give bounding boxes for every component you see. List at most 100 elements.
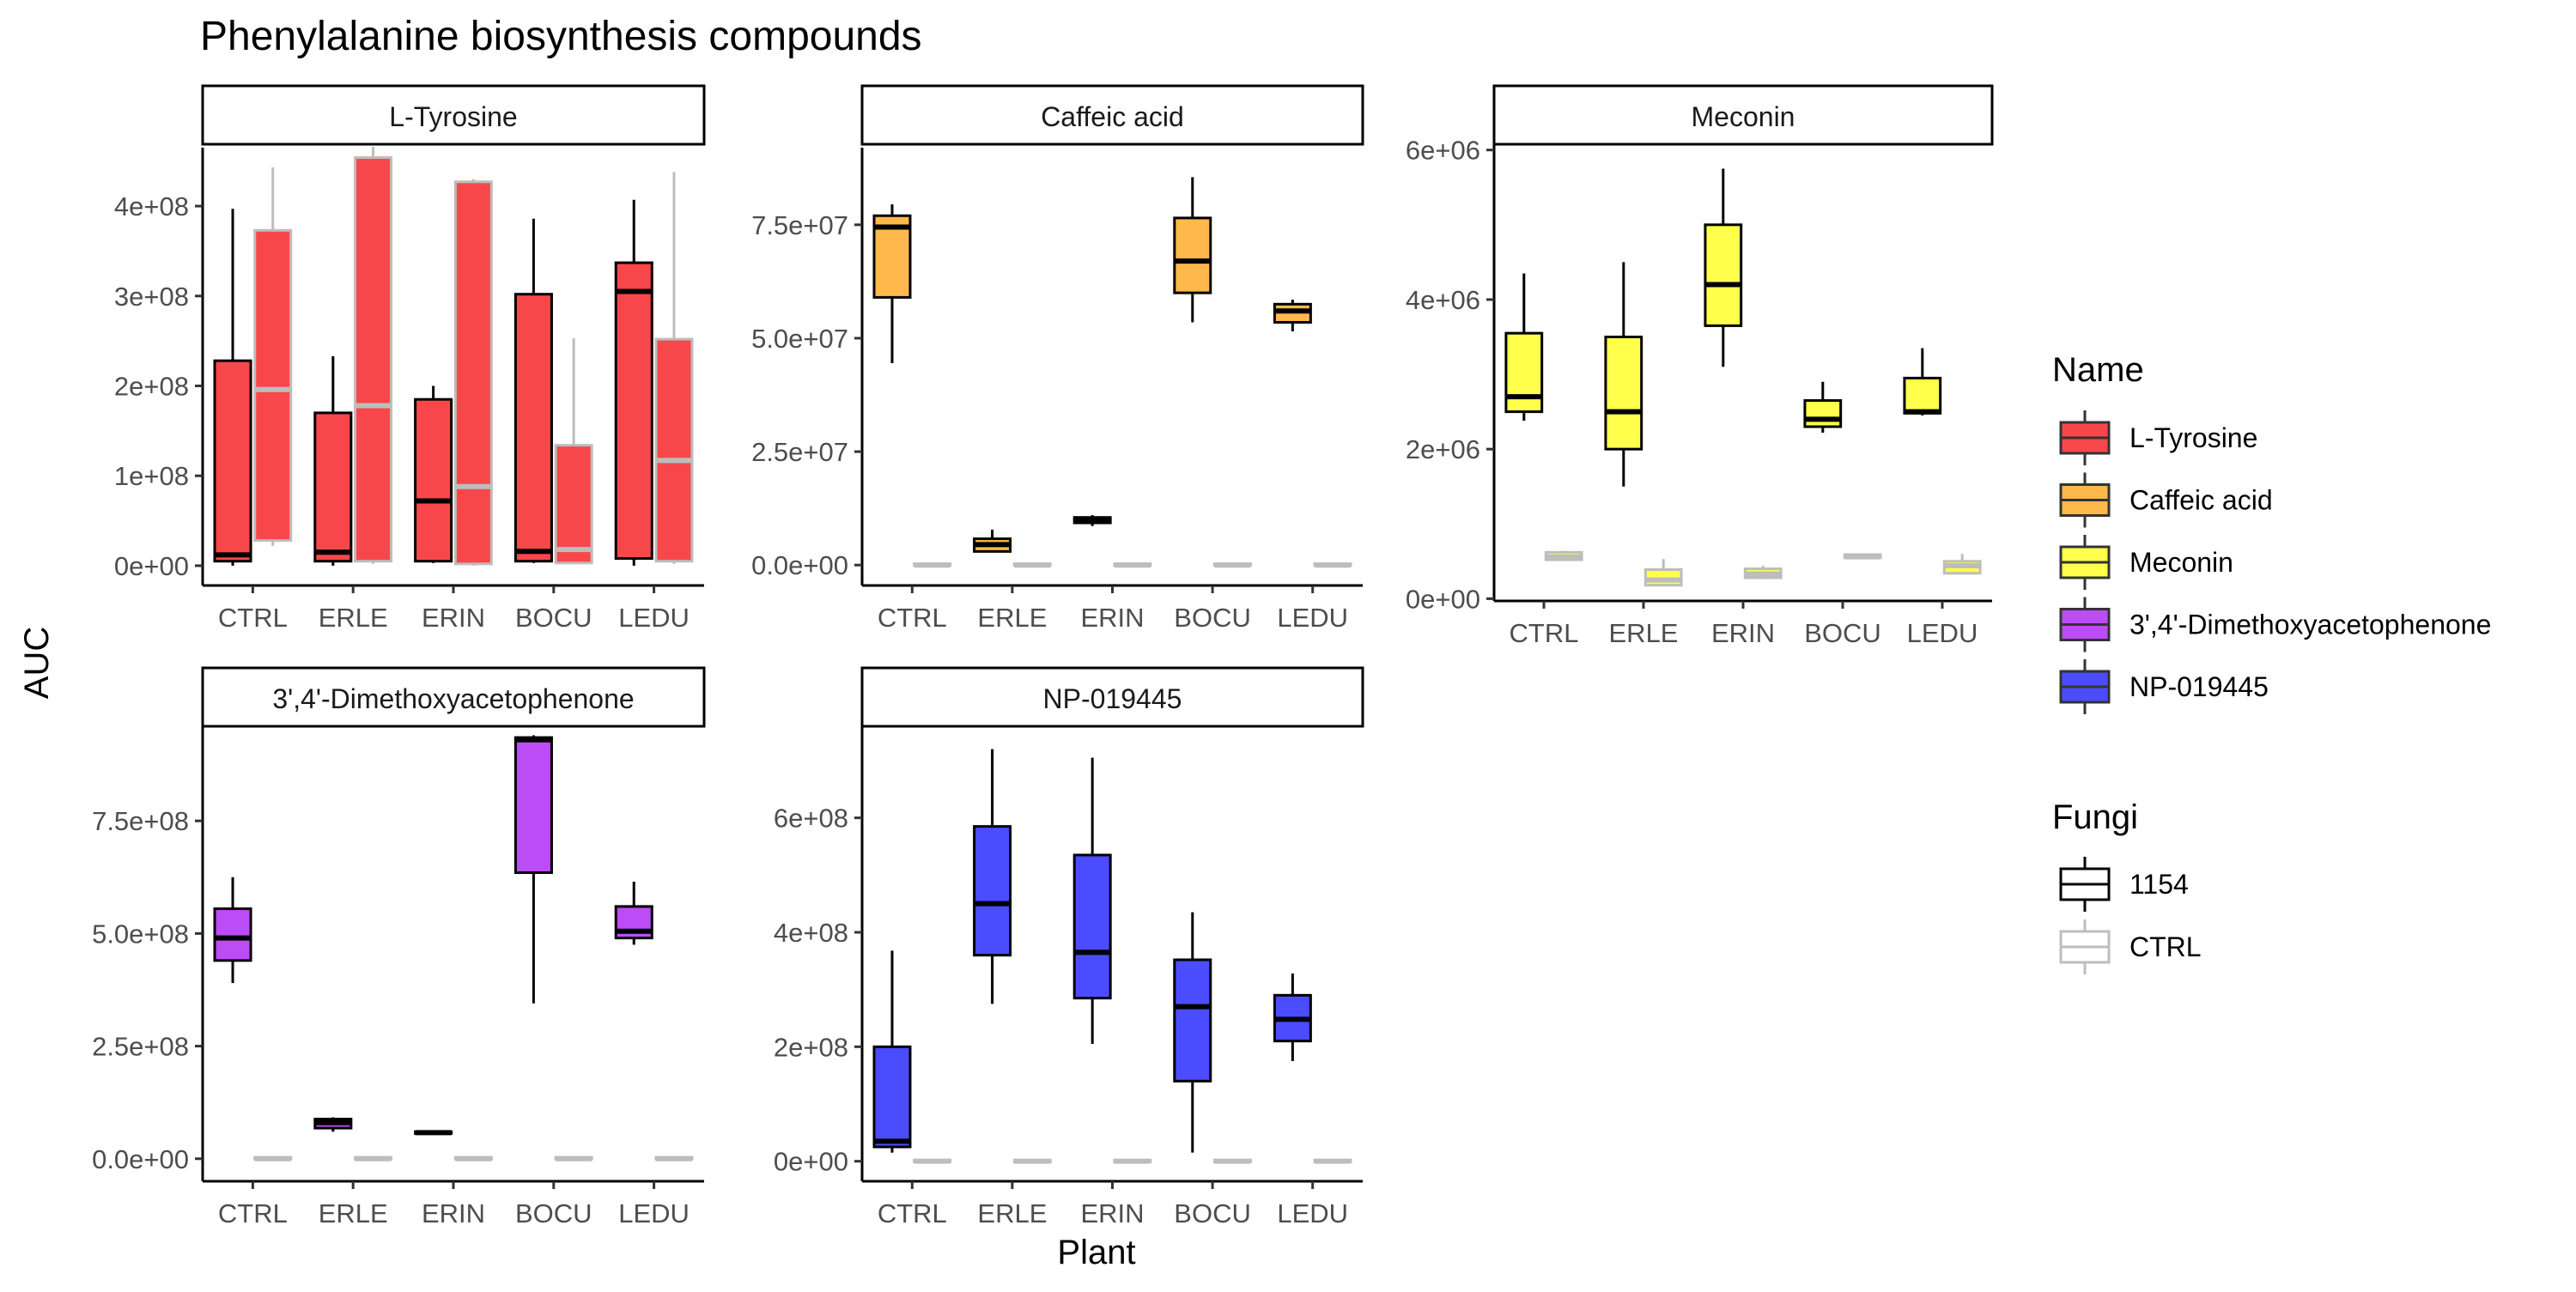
x-tick-label: LEDU	[618, 603, 690, 633]
box-ctrl-bocu	[1212, 1158, 1252, 1164]
box-body	[1803, 399, 1843, 428]
box-1154-erin	[414, 385, 453, 563]
panel-strip	[1492, 84, 1994, 146]
y-tick-label: 0.0e+00	[751, 550, 848, 580]
box-ctrl-ctrl	[913, 1158, 952, 1164]
panel-strip-label: 3',4'-Dimethoxyacetophenone	[272, 683, 634, 714]
box-1154-bocu	[1803, 381, 1843, 433]
x-tick-label: ERIN	[1080, 1198, 1144, 1228]
legend-fungi-1154: 1154	[2059, 857, 2189, 912]
legend-label: Meconin	[2129, 547, 2233, 578]
box-1154-erin	[414, 1130, 453, 1136]
box-body	[1173, 958, 1212, 1083]
box-ctrl-erle	[354, 146, 393, 564]
box-body	[973, 825, 1012, 957]
y-tick-label: 4e+08	[114, 191, 189, 221]
box-body	[513, 293, 553, 563]
panel-strip	[860, 84, 1364, 146]
box-ctrl-bocu	[554, 338, 593, 565]
box-body	[253, 228, 293, 543]
box-body	[1072, 853, 1112, 1000]
box-1154-bocu	[513, 218, 553, 563]
y-tick-label: 2e+06	[1406, 434, 1480, 464]
box-1154-ctrl	[213, 209, 252, 566]
legend-name-np-019445: NP-019445	[2059, 659, 2269, 714]
y-tick-label: 7.5e+07	[751, 210, 848, 240]
box-ctrl-ledu	[1942, 554, 1982, 575]
legend-label: 1154	[2129, 869, 2189, 900]
x-tick-label: ERIN	[1080, 603, 1144, 633]
panel-meconin: Meconin 0e+00 2e+06 4e+06 6e+06 CTRL ERLE ERIN B…	[1406, 84, 1994, 648]
x-tick-label: LEDU	[618, 1198, 690, 1228]
box-ctrl-ctrl	[1544, 550, 1583, 561]
box-1154-erle	[313, 355, 353, 566]
box-ctrl-erin	[1113, 1158, 1152, 1164]
x-axis-label: Plant	[1057, 1234, 1135, 1271]
box-body	[872, 1045, 912, 1149]
box-body	[1643, 567, 1683, 587]
y-axis-label: AUC	[18, 627, 56, 699]
x-tick-label: ERLE	[319, 1198, 388, 1228]
box-body	[1173, 216, 1212, 294]
box-1154-bocu	[1173, 177, 1212, 323]
legend-label: L-Tyrosine	[2129, 422, 2257, 453]
x-tick-label: LEDU	[1907, 618, 1978, 648]
x-tick-label: CTRL	[218, 1198, 288, 1228]
box-1154-ctrl	[872, 204, 912, 364]
legend-label: Caffeic acid	[2129, 485, 2273, 516]
box-1154-ctrl	[872, 950, 912, 1153]
panel-strip-label: L-Tyrosine	[389, 101, 517, 132]
panel-strip	[201, 666, 706, 728]
legend-name-3-4-dimethoxyacetophenone: 3',4'-Dimethoxyacetophenone	[2059, 597, 2491, 652]
box-body	[453, 180, 493, 566]
x-tick-label: ERIN	[422, 1198, 485, 1228]
box-1154-erle	[973, 529, 1012, 553]
x-tick-label: BOCU	[1174, 1198, 1251, 1228]
box-ctrl-bocu	[1843, 553, 1882, 560]
y-tick-label: 0e+00	[774, 1147, 848, 1177]
y-tick-label: 5.0e+07	[751, 324, 848, 354]
x-tick-label: ERIN	[1711, 618, 1775, 648]
box-1154-bocu	[1173, 912, 1212, 1153]
legend-label: CTRL	[2129, 931, 2202, 962]
legend-name-caffeic-acid: Caffeic acid	[2059, 472, 2273, 528]
panel-np-019445: NP-019445 0e+00 2e+08 4e+08 6e+08 CTRL ERLE ERI…	[774, 666, 1364, 1228]
x-tick-label: CTRL	[878, 603, 947, 633]
box-ctrl-bocu	[1212, 562, 1252, 568]
box-body	[213, 907, 252, 962]
x-tick-label: LEDU	[1277, 603, 1348, 633]
x-tick-label: ERIN	[422, 603, 485, 633]
x-tick-label: BOCU	[1174, 603, 1251, 633]
box-1154-erin	[1704, 168, 1743, 367]
box-1154-erle	[1604, 262, 1643, 487]
box-1154-ledu	[1273, 974, 1312, 1061]
box-ctrl-erle	[1012, 1158, 1052, 1164]
legend-label: NP-019445	[2129, 671, 2269, 702]
box-ctrl-bocu	[554, 1156, 593, 1162]
box-ctrl-erle	[354, 1156, 393, 1162]
x-tick-label: ERLE	[319, 603, 388, 633]
x-tick-label: ERLE	[977, 1198, 1047, 1228]
box-body	[414, 397, 453, 563]
x-tick-label: CTRL	[1510, 618, 1579, 648]
box-body	[354, 156, 393, 563]
x-tick-label: BOCU	[515, 603, 592, 633]
legend-label: 3',4'-Dimethoxyacetophenone	[2129, 610, 2491, 640]
panel-caffeic-acid: Caffeic acid 0.0e+00 2.5e+07 5.0e+07 7.5e+07…	[751, 84, 1364, 633]
box-body	[513, 736, 553, 875]
box-1154-ledu	[1273, 300, 1312, 332]
box-ctrl-erle	[1012, 562, 1052, 568]
box-ctrl-ledu	[654, 1156, 694, 1162]
panel-strip	[201, 84, 706, 146]
legend-name-l-tyrosine: L-Tyrosine	[2059, 410, 2257, 465]
legend: Name Fungi L-Tyrosine Caffeic acid Meconin…	[2052, 351, 2491, 974]
box-ctrl-ctrl	[253, 167, 293, 546]
panel-l-tyrosine: L-Tyrosine 0e+00 1e+08 2e+08 3e+08 4e+08 CTRL E…	[114, 84, 706, 633]
box-body	[614, 261, 653, 561]
box-ctrl-erin	[1743, 566, 1783, 579]
box-body	[1604, 335, 1643, 451]
x-tick-label: BOCU	[1804, 618, 1881, 648]
y-tick-label: 0e+00	[1406, 584, 1480, 614]
box-ctrl-erin	[1113, 562, 1152, 568]
